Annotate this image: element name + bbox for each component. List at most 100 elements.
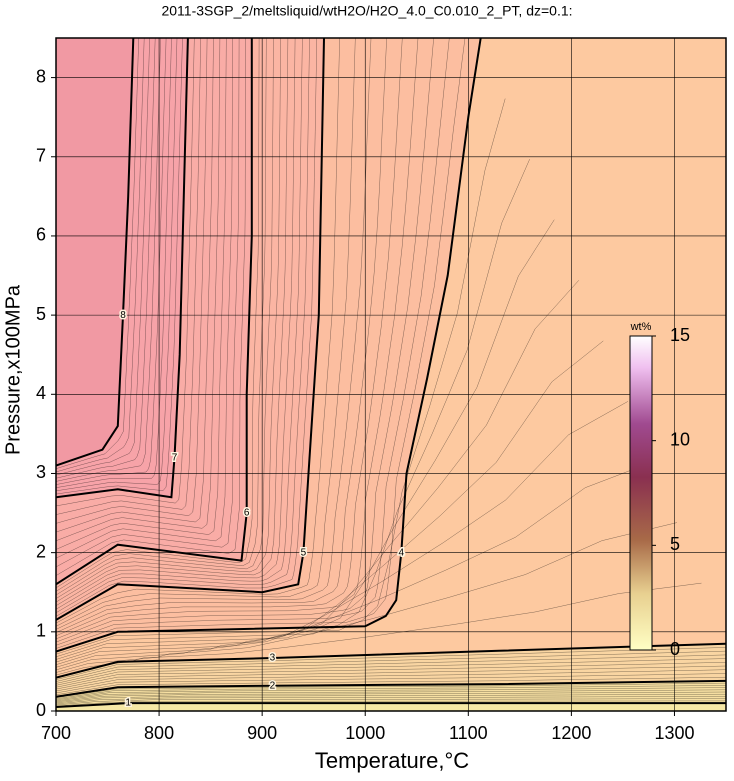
contour-label: 4: [399, 547, 405, 558]
contour-fill: [56, 38, 134, 466]
minor-contour: [56, 38, 281, 599]
minor-contour: [56, 38, 260, 589]
minor-contour: [56, 685, 726, 699]
minor-contour: [56, 38, 317, 617]
minor-contour: [56, 38, 145, 473]
minor-contour: [56, 38, 233, 559]
x-tick-label: 1300: [654, 723, 694, 743]
overlay: 700 800 900 1000 1100 1200 1300012345678wt%051…: [36, 37, 727, 743]
colorbar: [629, 335, 653, 651]
minor-contour: [56, 38, 208, 524]
contour-label: 5: [301, 547, 307, 558]
minor-contour: [56, 38, 356, 627]
minor-contour: [56, 38, 172, 488]
minor-contour: [56, 673, 726, 694]
y-tick-label: 6: [36, 225, 46, 245]
minor-contour: [56, 401, 628, 668]
colorbar-label: wt%: [630, 321, 652, 333]
minor-contour: [56, 38, 387, 633]
contour-label: 8: [120, 310, 126, 321]
minor-contour: [56, 461, 653, 671]
minor-contour: [56, 654, 726, 684]
minor-contour: [56, 219, 555, 660]
minor-contour: [56, 658, 726, 686]
minor-contour: [56, 38, 201, 515]
minor-contour: [56, 38, 450, 646]
y-tick-label: 0: [36, 700, 46, 720]
contour-line: [56, 38, 482, 653]
minor-contour: [56, 682, 726, 698]
minor-contour: [56, 669, 726, 692]
minor-contour: [56, 38, 434, 643]
y-tick-label: 7: [36, 146, 46, 166]
chart-title: 2011-3SGP_2/meltsliquid/wtH2O/H2O_4.0_C0…: [161, 3, 572, 19]
contour-label: 2: [270, 680, 276, 691]
minor-contour: [56, 662, 726, 688]
minor-contour: [56, 687, 726, 700]
minor-contour: [56, 38, 296, 606]
contour-label: 1: [125, 698, 131, 709]
contour-label: 3: [270, 653, 276, 664]
minor-contour: [56, 696, 726, 705]
minor-contour: [56, 647, 726, 680]
contour-line: [56, 38, 325, 621]
x-tick-label: 1100: [449, 723, 488, 743]
contour-label: 7: [172, 452, 178, 463]
minor-contour: [56, 38, 221, 541]
minor-contour: [56, 280, 579, 663]
minor-contour: [56, 38, 214, 533]
minor-contour: [56, 340, 604, 665]
minor-contour: [56, 38, 466, 649]
minor-contour: [56, 38, 246, 576]
contour-label: 6: [244, 508, 250, 519]
x-axis-label: Temperature,°C: [315, 748, 469, 773]
x-tick-label: 800: [144, 723, 174, 743]
colorbar-tick-label: 5: [670, 534, 680, 554]
minor-contour: [56, 698, 726, 706]
minor-contour: [56, 38, 156, 479]
minor-contour: [56, 38, 419, 640]
x-tick-label: 900: [247, 723, 277, 743]
minor-contour: [56, 38, 372, 630]
minor-contour: [56, 38, 161, 482]
minor-contour: [56, 38, 403, 636]
y-tick-label: 8: [36, 66, 46, 86]
minor-contour: [56, 522, 677, 673]
y-tick-label: 3: [36, 462, 46, 482]
colorbar-tick-label: 0: [670, 639, 680, 659]
colorbar-tick-label: 10: [670, 429, 690, 449]
minor-contour: [56, 38, 240, 568]
minor-contour: [56, 38, 274, 596]
contour-line: [56, 642, 726, 679]
minor-contour: [56, 38, 183, 495]
minor-contour: [56, 38, 289, 603]
contour-line: [56, 38, 253, 586]
plot-frame: [55, 37, 727, 712]
x-tick-label: 700: [41, 723, 71, 743]
x-tick-label: 1200: [551, 723, 591, 743]
contour-line: [56, 702, 726, 708]
minor-contour: [56, 38, 167, 485]
minor-contour: [56, 689, 726, 702]
minor-contour: [56, 694, 726, 704]
minor-contour: [56, 700, 726, 707]
minor-contour: [56, 38, 195, 507]
minor-contour: [56, 38, 267, 592]
y-tick-label: 4: [36, 383, 46, 403]
minor-contour: [56, 38, 310, 613]
minor-contour: [56, 677, 726, 695]
minor-contour: [56, 38, 178, 492]
contour-line: [56, 38, 189, 499]
y-tick-label: 2: [36, 541, 46, 561]
minor-contour: [56, 159, 530, 657]
contour-line: [56, 38, 135, 467]
y-tick-label: 1: [36, 621, 46, 641]
minor-contour: [56, 38, 303, 610]
x-tick-label: 1000: [345, 723, 385, 743]
contour-line: [56, 679, 726, 698]
plot-area: 1 2 3 4 5 6 7 8: [56, 38, 726, 711]
minor-contour: [56, 38, 227, 550]
minor-contour: [56, 691, 726, 703]
minor-contour: [56, 38, 150, 476]
